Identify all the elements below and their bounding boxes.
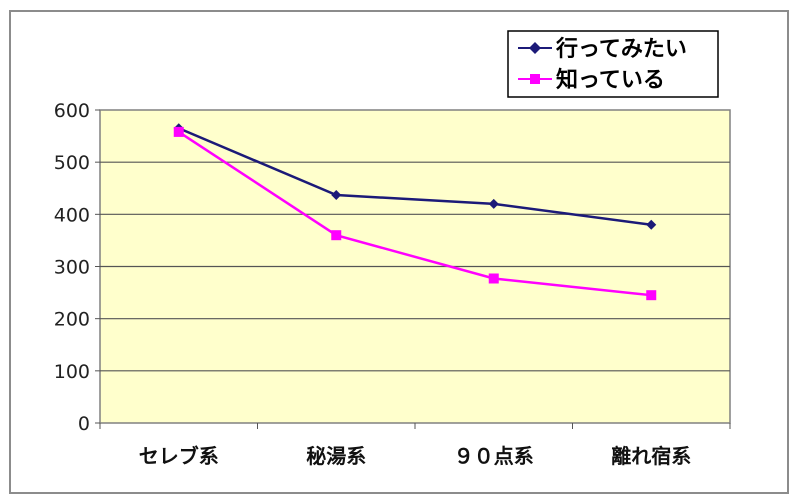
legend-marker-series-1 [529, 42, 541, 54]
x-tick-label: 秘湯系 [306, 444, 366, 468]
y-tick-label: 0 [78, 413, 90, 435]
data-point-series-1 [646, 219, 657, 230]
y-tick-label: 500 [54, 152, 90, 174]
data-point-series-1 [331, 190, 342, 201]
x-tick-label: 離れ宿系 [611, 444, 691, 468]
y-tick-label: 100 [54, 361, 90, 383]
gridlines [95, 109, 730, 424]
legend-label-series-2: 知っている [556, 67, 665, 93]
series-lines [178, 127, 652, 297]
data-point-series-2 [173, 126, 184, 137]
data-point-series-2 [646, 290, 657, 301]
legend-label-series-1: 行ってみたい [555, 36, 687, 62]
y-tick-labels: 0 100 200 300 400 500 600 [54, 100, 90, 435]
legend-marker-series-2 [530, 74, 540, 84]
data-point-series-2 [488, 273, 499, 284]
data-point-series-1 [488, 198, 499, 209]
x-tick-label: ９０点系 [454, 444, 534, 468]
y-tick-label: 200 [54, 309, 90, 331]
series-markers [173, 123, 657, 301]
x-tick-label: セレブ系 [139, 444, 219, 468]
legend: 行ってみたい 知っている [507, 30, 719, 98]
data-point-series-2 [331, 230, 342, 241]
y-tick-label: 300 [54, 257, 90, 279]
y-tick-label: 600 [54, 100, 90, 122]
series-line-1 [178, 127, 652, 227]
x-tick-marks [99, 423, 731, 429]
y-tick-label: 400 [54, 204, 90, 226]
x-tick-labels: セレブ系 秘湯系 ９０点系 離れ宿系 [139, 444, 692, 468]
legend-box [507, 30, 719, 98]
series-line-2 [178, 130, 652, 297]
